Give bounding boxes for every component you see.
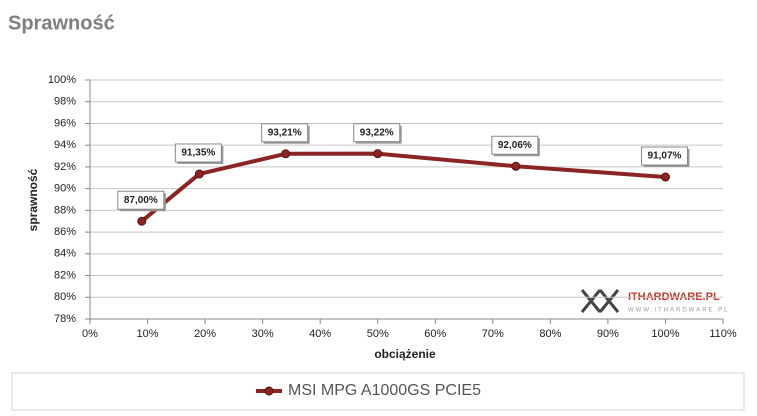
legend-marker (264, 386, 274, 396)
x-tick-label: 10% (137, 328, 159, 340)
x-tick-label: 110% (709, 328, 737, 340)
y-axis-label: sprawność (26, 168, 40, 231)
value-label: 91,35% (181, 148, 215, 159)
y-tick-label: 90% (54, 183, 76, 195)
label-box (117, 190, 165, 210)
y-tick-label: 98% (54, 96, 76, 108)
label-box (261, 123, 309, 143)
point (660, 172, 670, 182)
point (281, 149, 291, 159)
y-tick-label: 82% (54, 269, 76, 281)
x-tick-label: 30% (252, 328, 274, 340)
watermark: ITHARDWARE.PL WWW.ITHARDWARE.PL (580, 289, 729, 314)
point (137, 216, 147, 226)
value-label: 91,07% (647, 151, 681, 162)
value-label: 93,22% (360, 127, 394, 138)
x-axis-label: obciążenie (374, 347, 436, 361)
point (373, 149, 383, 159)
watermark-url: WWW.ITHARDWARE.PL (628, 308, 729, 314)
y-tick-label: 88% (54, 204, 76, 216)
point (511, 161, 521, 171)
x-tick-label: 20% (194, 328, 216, 340)
legend-box (11, 372, 745, 411)
value-label: 92,06% (498, 140, 532, 151)
y-tick-label: 92% (54, 161, 76, 173)
y-tick-label: 96% (54, 117, 76, 129)
y-tick-label: 86% (54, 226, 76, 238)
x-tick-label: 90% (597, 328, 619, 340)
y-tick-label: 100% (48, 74, 76, 86)
point (194, 169, 204, 179)
x-tick-label: 50% (367, 328, 389, 340)
legend-label: MSI MPG A1000GS PCIE5 (288, 382, 481, 399)
label-box (491, 135, 539, 155)
value-label: 93,21% (268, 127, 302, 138)
logo-icon (580, 289, 620, 313)
label-box (174, 143, 222, 163)
y-tick-label: 94% (54, 139, 76, 151)
label-box (353, 123, 401, 143)
series-line (140, 151, 666, 223)
y-tick-label: 84% (54, 248, 76, 260)
x-tick-label: 70% (482, 328, 504, 340)
x-tick-label: 0% (82, 328, 98, 340)
x-tick-label: 60% (424, 328, 446, 340)
y-tick-label: 78% (54, 313, 76, 325)
y-tick-label: 80% (54, 291, 76, 303)
value-label: 87,00% (124, 195, 158, 206)
x-tick-label: 40% (309, 328, 331, 340)
label-box (640, 146, 688, 166)
chart-title: Sprawność (8, 12, 115, 34)
x-tick-label: 100% (651, 328, 679, 340)
x-tick-label: 80% (539, 328, 561, 340)
